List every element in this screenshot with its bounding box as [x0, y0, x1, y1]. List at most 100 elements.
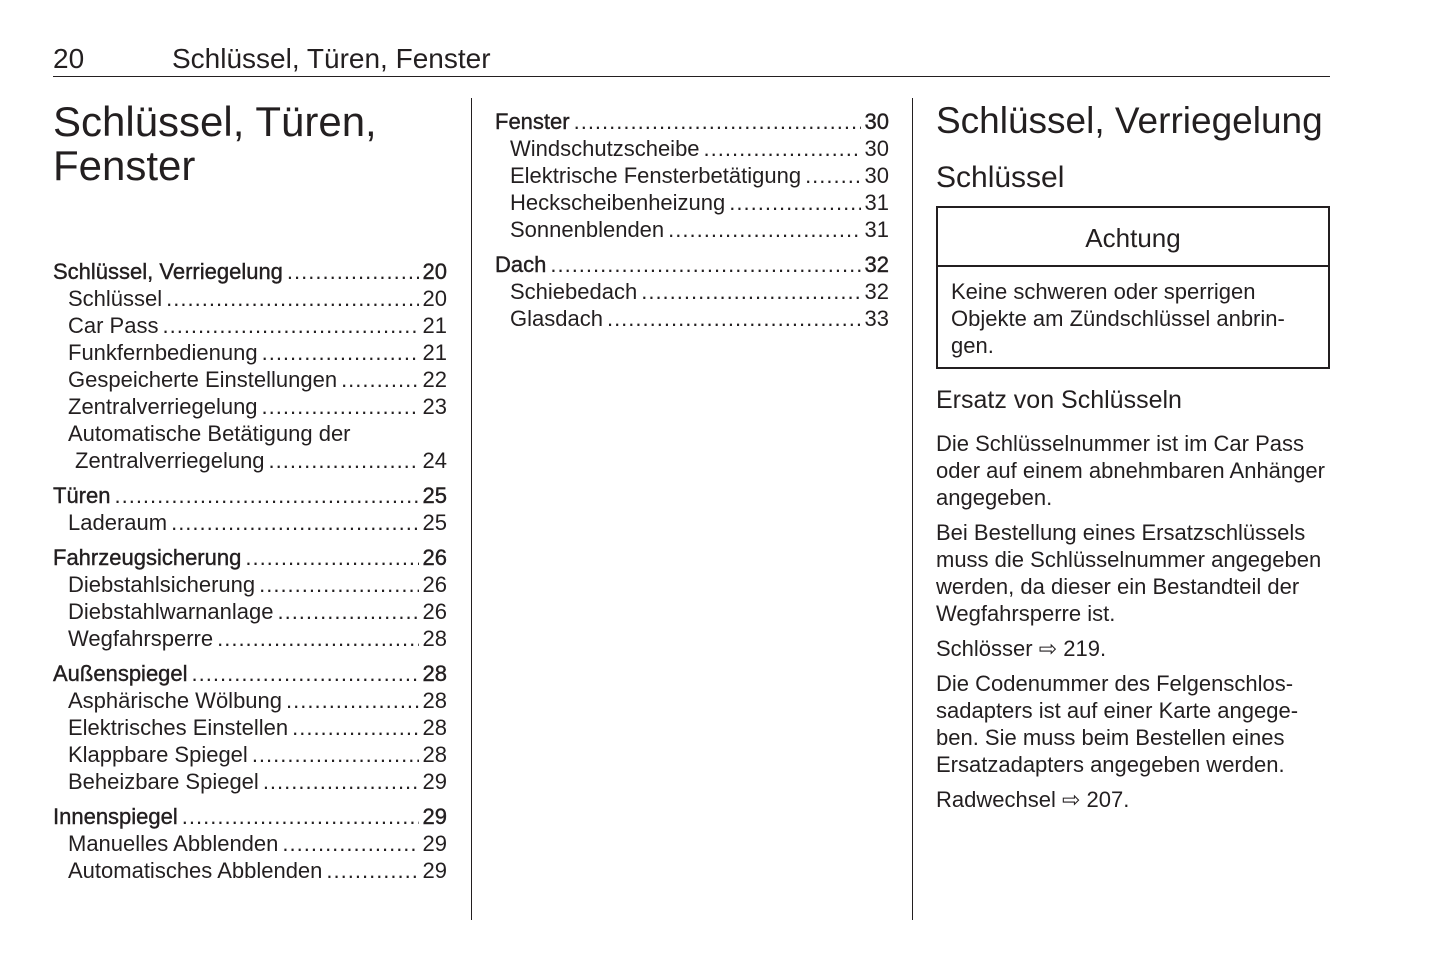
toc-entry-page: 26	[422, 545, 447, 570]
toc-entry[interactable]: Sonnenblenden 31	[495, 216, 889, 243]
toc-entry-page: 25	[422, 510, 447, 535]
toc-entry[interactable]: Schlüssel 20	[53, 285, 447, 312]
toc-entry-label: Zentralverriegelung	[75, 448, 265, 473]
toc-entry[interactable]: Fahrzeugsicherung 26	[53, 544, 447, 571]
heading-replacement-keys: Ersatz von Schlüsseln	[936, 386, 1182, 414]
toc-entry[interactable]: Funkfernbedienung 21	[53, 339, 447, 366]
toc-entry[interactable]: Automatisches Abblenden 29	[53, 857, 447, 884]
toc-entry-label: Innenspiegel	[53, 804, 178, 829]
toc-entry-label: Sonnenblenden	[510, 217, 665, 242]
caution-text: Keine schweren oder sperrigen Objekte am…	[951, 279, 1285, 358]
toc-entry[interactable]: Klappbare Spiegel 28	[53, 741, 447, 768]
toc-entry-label: Schlüssel, Verriegelung	[53, 259, 283, 284]
dot-leader	[277, 598, 418, 625]
toc-entry[interactable]: Diebstahlwarnanlage 26	[53, 598, 447, 625]
toc-entry-page: 28	[422, 661, 447, 686]
subsection-title: Schlüssel	[936, 161, 1065, 194]
dot-leader	[166, 285, 418, 312]
dot-leader	[550, 251, 860, 278]
toc-entry-page: 26	[422, 572, 447, 597]
toc-group: Fahrzeugsicherung26Diebstahlsicherung26D…	[53, 544, 447, 652]
toc-entry[interactable]: Gespeicherte Einstellungen 22	[53, 366, 447, 393]
toc-entry-page: 25	[422, 483, 447, 508]
toc-entry-label: Zentralverriegelung	[68, 394, 258, 419]
toc-entry[interactable]: Laderaum 25	[53, 509, 447, 536]
toc-entry[interactable]: Türen 25	[53, 482, 447, 509]
toc-entry[interactable]: Dach 32	[495, 251, 889, 278]
dot-leader	[182, 803, 419, 830]
toc-entry-label: Schlüssel	[68, 286, 163, 311]
toc-entry[interactable]: Innenspiegel 29	[53, 803, 447, 830]
toc-entry-page: 31	[864, 190, 889, 215]
toc-group: Fenster30Windschutzscheibe30Elektrische …	[495, 108, 889, 243]
paragraph: Bei Bestellung eines Ersatzschlüs­sels m…	[936, 520, 1322, 626]
toc-entry[interactable]: Wegfahrsperre 28	[53, 625, 447, 652]
toc-entry[interactable]: Diebstahlsicherung 26	[53, 571, 447, 598]
toc-entry[interactable]: Außenspiegel 28	[53, 660, 447, 687]
dot-leader	[668, 216, 860, 243]
toc-group: Schlüssel, Verriegelung 20Schlüssel20Car …	[53, 258, 447, 474]
toc-entry-page: 30	[864, 136, 889, 161]
caution-box: Achtung Keine schweren oder sperrigen Ob…	[936, 206, 1330, 369]
column-divider	[471, 98, 472, 920]
toc-group: Dach 32 Schiebedach 32 Glasdach 33	[495, 251, 889, 332]
toc-entry[interactable]: Schiebedach 32	[495, 278, 889, 305]
toc-entry-label: Türen	[53, 483, 111, 508]
toc-entry-label: Automatisches Abblenden	[68, 858, 323, 883]
toc-entry[interactable]: Zentralverriegelung 24	[53, 447, 447, 474]
toc-entry-label: Gespeicherte Einstellungen	[68, 367, 338, 392]
running-title: Schlüssel, Türen, Fenster	[172, 43, 491, 74]
toc-entry-page: 20	[422, 259, 447, 284]
toc-entry-label: Dach	[495, 252, 547, 277]
toc-entry[interactable]: Automatische Betätigung der	[53, 420, 447, 447]
dot-leader	[192, 660, 419, 687]
dot-leader	[171, 509, 418, 536]
toc-entry[interactable]: Fenster 30	[495, 108, 889, 135]
toc-entry-label: Schiebedach	[510, 279, 638, 304]
cross-reference-wheel-change[interactable]: Radwechsel ⇨ 207.	[936, 787, 1130, 812]
toc-entry-label: Elektrische Fensterbetätigung	[510, 163, 802, 188]
toc-entry[interactable]: Schlüssel, Verriegelung 20	[53, 258, 447, 285]
toc-entry[interactable]: Heckscheibenheizung 31	[495, 189, 889, 216]
toc-entry-page: 30	[864, 109, 889, 134]
dot-leader	[282, 830, 418, 857]
dot-leader	[259, 571, 418, 598]
dot-leader	[262, 393, 419, 420]
dot-leader	[262, 339, 419, 366]
body-text: Die Schlüsselnummer ist im Car Pass oder…	[936, 430, 1330, 821]
dot-leader	[704, 135, 861, 162]
dot-leader	[341, 366, 418, 393]
toc-entry[interactable]: Elektrisches Einstellen 28	[53, 714, 447, 741]
toc-entry[interactable]: Glasdach 33	[495, 305, 889, 332]
dot-leader	[263, 768, 419, 795]
toc-entry-page: 33	[864, 306, 889, 331]
toc-entry[interactable]: Zentralverriegelung 23	[53, 393, 447, 420]
toc-group: Innenspiegel29Manuelles Abblenden29Autom…	[53, 803, 447, 884]
page-number: 20	[53, 43, 85, 74]
toc-entry-label: Elektrisches Einstellen	[68, 715, 289, 740]
toc-entry-page: 24	[422, 448, 447, 473]
toc-group: Türen 25 Laderaum 25	[53, 482, 447, 536]
toc-entry-label: Diebstahlsicherung	[68, 572, 256, 597]
toc-middle: Fenster30Windschutzscheibe30Elektrische …	[495, 108, 889, 332]
toc-entry-page: 29	[422, 858, 447, 883]
section-title: Schlüssel, Verriegelung	[936, 100, 1323, 141]
caution-title: Achtung	[938, 208, 1328, 267]
toc-entry-label: Car Pass	[68, 313, 159, 338]
toc-group: Außenspiegel28Asphärische Wölbung28Elekt…	[53, 660, 447, 795]
dot-leader	[292, 714, 418, 741]
toc-entry-label: Glasdach	[510, 306, 603, 331]
dot-leader	[217, 625, 418, 652]
toc-entry[interactable]: Windschutzscheibe 30	[495, 135, 889, 162]
dot-leader	[805, 162, 860, 189]
toc-entry[interactable]: Beheizbare Spiegel 29	[53, 768, 447, 795]
toc-entry[interactable]: Elektrische Fensterbetätigung 30	[495, 162, 889, 189]
toc-entry[interactable]: Manuelles Abblenden 29	[53, 830, 447, 857]
toc-entry-label: Wegfahrsperre	[68, 626, 214, 651]
toc-entry[interactable]: Asphärische Wölbung 28	[53, 687, 447, 714]
toc-entry-page: 28	[422, 688, 447, 713]
toc-entry[interactable]: Car Pass 21	[53, 312, 447, 339]
paragraph: Die Schlüsselnummer ist im Car Pass oder…	[936, 431, 1325, 510]
toc-left: Schlüssel, Verriegelung 20Schlüssel20Car …	[53, 258, 447, 884]
cross-reference-locks[interactable]: Schlösser ⇨ 219.	[936, 636, 1107, 661]
